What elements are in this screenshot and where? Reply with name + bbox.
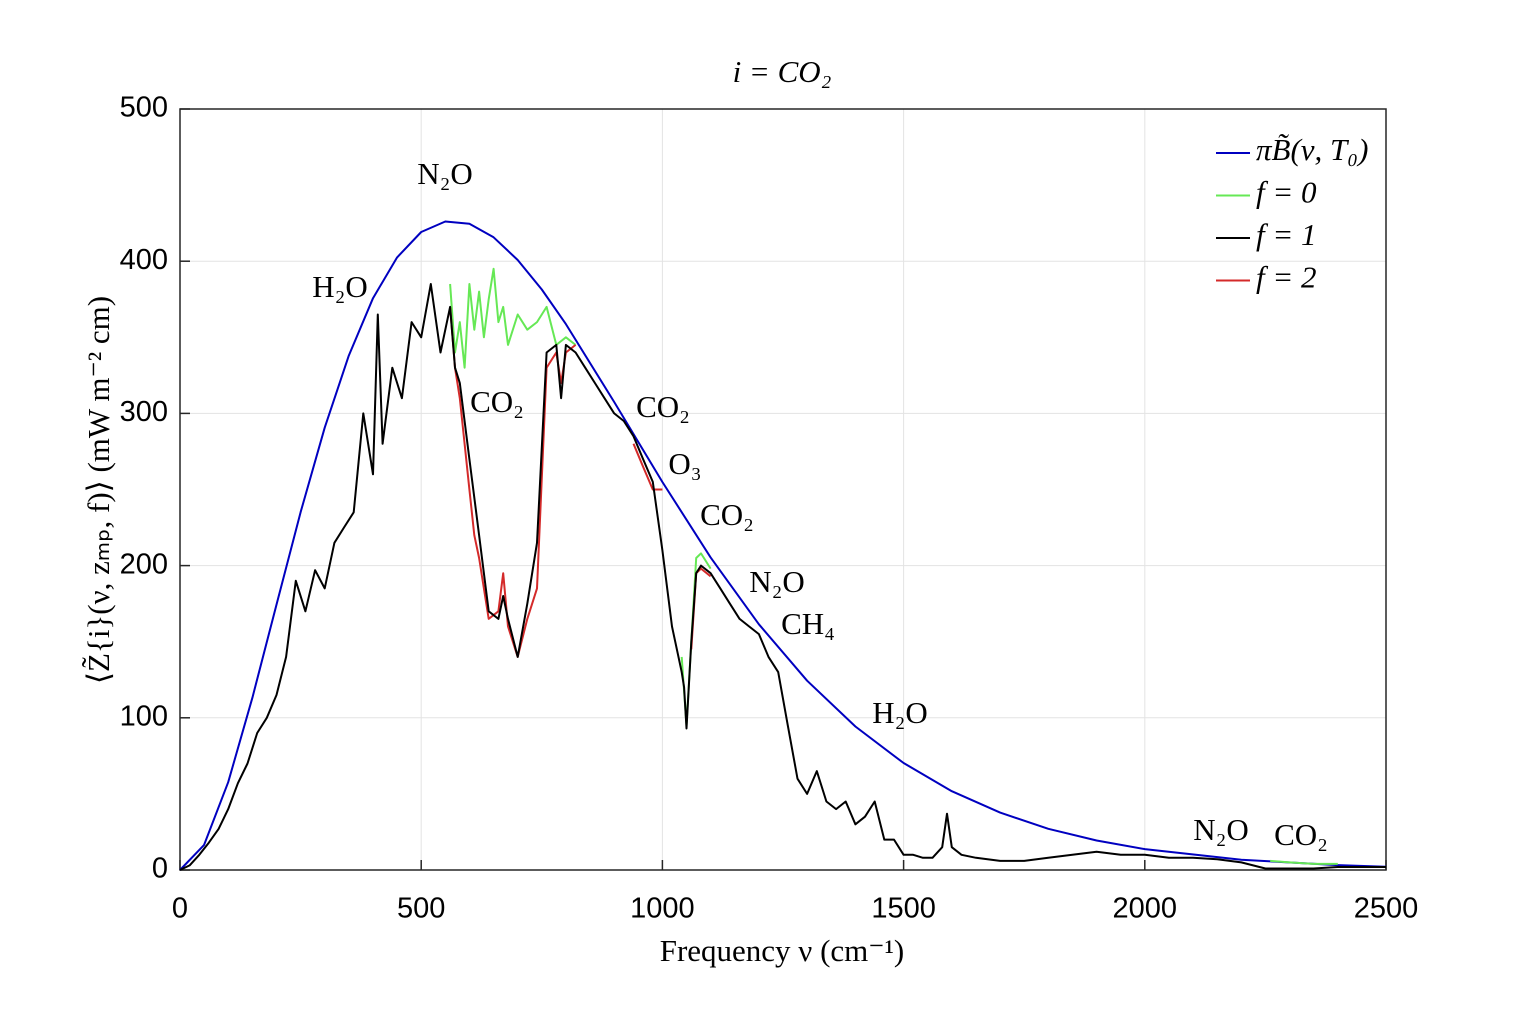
x-tick-label: 1500 bbox=[871, 893, 936, 925]
legend-label: f = 2 bbox=[1256, 260, 1317, 295]
legend-label: f = 1 bbox=[1256, 217, 1317, 252]
annotation: N₂O bbox=[1193, 812, 1249, 847]
annotation: CO₂ bbox=[700, 497, 754, 532]
annotation: CO₂ bbox=[636, 389, 690, 424]
annotation: CO₂ bbox=[470, 384, 524, 419]
legend-label: πB̃(ν, T₀) bbox=[1256, 132, 1368, 167]
x-tick-label: 2000 bbox=[1113, 893, 1178, 925]
annotation: H₂O bbox=[872, 695, 928, 730]
series-line bbox=[179, 220, 1387, 871]
y-tick-label: 0 bbox=[152, 853, 168, 885]
annotation: CO₂ bbox=[1274, 817, 1328, 852]
x-tick-label: 0 bbox=[172, 893, 188, 925]
annotation: H₂O bbox=[312, 269, 368, 304]
annotation: O₃ bbox=[668, 446, 701, 481]
annotation: N₂O bbox=[749, 564, 805, 599]
plot-frame bbox=[179, 108, 1387, 871]
annotation: N₂O bbox=[417, 156, 473, 191]
y-tick-label: 500 bbox=[120, 92, 168, 124]
x-axis-label: Frequency ν (cm⁻¹) bbox=[660, 933, 905, 968]
y-tick-label: 300 bbox=[120, 396, 168, 428]
y-tick-label: 100 bbox=[120, 700, 168, 732]
annotation: CH₄ bbox=[781, 606, 835, 641]
y-tick-label: 200 bbox=[120, 548, 168, 580]
legend-label: f = 0 bbox=[1256, 175, 1317, 210]
chart-title: i = CO₂ bbox=[733, 54, 832, 89]
y-tick-label: 400 bbox=[120, 244, 168, 276]
x-tick-label: 500 bbox=[397, 893, 445, 925]
x-tick-label: 1000 bbox=[630, 893, 695, 925]
series-line bbox=[179, 283, 1386, 871]
y-axis-label: ⟨Z̃{i}(ν, zₘₚ, f)⟩ (mW m⁻² cm) bbox=[81, 296, 116, 684]
x-tick-label: 2500 bbox=[1354, 893, 1419, 925]
